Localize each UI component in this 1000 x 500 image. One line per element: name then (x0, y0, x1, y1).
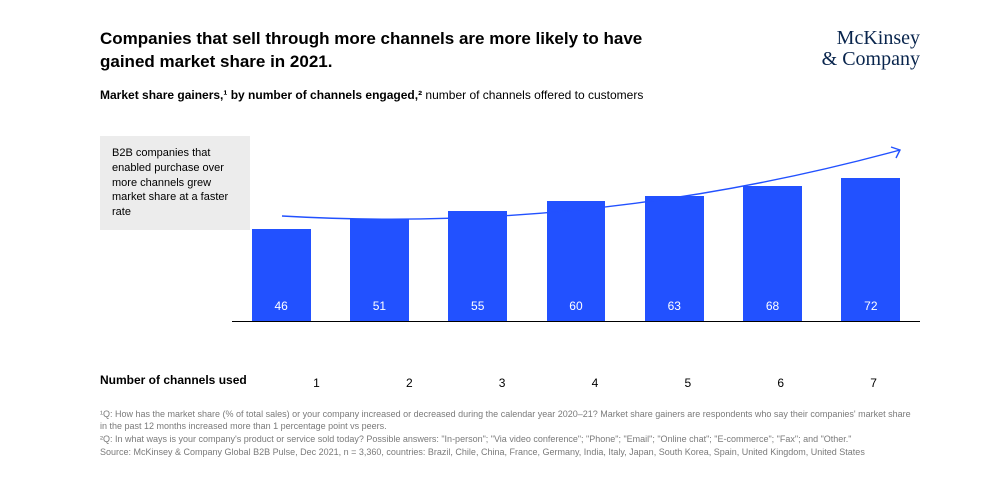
subtitle-rest: number of channels offered to customers (422, 88, 643, 102)
bar: 68 (743, 186, 802, 321)
logo-line-2: & Company (822, 48, 920, 70)
bar-column: 55 (429, 122, 527, 321)
x-axis-title: Number of channels used (100, 373, 270, 387)
page: Companies that sell through more channel… (0, 0, 1000, 500)
bar-column: 63 (625, 122, 723, 321)
bar-value-label: 55 (471, 299, 484, 321)
x-tick-label: 2 (363, 376, 456, 390)
mckinsey-logo: McKinsey & Company (822, 28, 920, 70)
chart-subtitle: Market share gainers,¹ by number of chan… (100, 88, 920, 102)
header: Companies that sell through more channel… (100, 28, 920, 74)
bar-value-label: 46 (274, 299, 287, 321)
bar-value-label: 60 (569, 299, 582, 321)
bar-column: 60 (527, 122, 625, 321)
bar-value-label: 68 (766, 299, 779, 321)
bar-column: 51 (330, 122, 428, 321)
bar-value-label: 72 (864, 299, 877, 321)
bar: 63 (645, 196, 704, 321)
bar: 55 (448, 211, 507, 320)
x-tick-label: 3 (456, 376, 549, 390)
x-tick-label: 4 (549, 376, 642, 390)
footnote-2: ²Q: In what ways is your company's produ… (100, 433, 920, 445)
bar: 60 (547, 201, 606, 320)
x-axis-row: Number of channels used 1234567 (100, 370, 920, 390)
footnote-1: ¹Q: How has the market share (% of total… (100, 408, 920, 432)
footnotes: ¹Q: How has the market share (% of total… (100, 408, 920, 459)
footnote-source: Source: McKinsey & Company Global B2B Pu… (100, 446, 920, 458)
page-title: Companies that sell through more channel… (100, 28, 700, 74)
bar-chart: 46 51 55 60 63 68 72 (232, 122, 920, 322)
x-tick-label: 1 (270, 376, 363, 390)
chart-area: B2B companies that enabled purchase over… (100, 122, 920, 362)
x-tick-label: 5 (641, 376, 734, 390)
bar-value-label: 63 (668, 299, 681, 321)
bar: 51 (350, 219, 409, 320)
subtitle-bold: Market share gainers,¹ by number of chan… (100, 88, 422, 102)
bar-value-label: 51 (373, 299, 386, 321)
bar: 46 (252, 229, 311, 321)
x-tick-label: 7 (827, 376, 920, 390)
bar: 72 (841, 178, 900, 321)
x-tick-label: 6 (734, 376, 827, 390)
bars-container: 46 51 55 60 63 68 72 (232, 122, 920, 321)
bar-column: 72 (822, 122, 920, 321)
logo-line-1: McKinsey (837, 27, 920, 49)
chart-callout: B2B companies that enabled purchase over… (100, 136, 250, 230)
bar-column: 68 (723, 122, 821, 321)
x-axis-labels: 1234567 (270, 376, 920, 390)
